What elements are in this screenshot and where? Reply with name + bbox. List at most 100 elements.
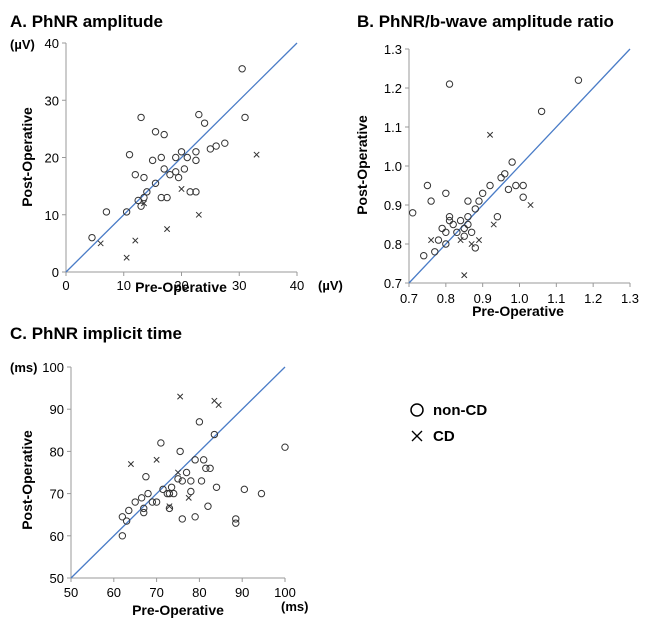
panel-b-x-tick-label: 0.9 xyxy=(474,291,492,306)
cross-stroke xyxy=(123,254,130,261)
cross-stroke xyxy=(185,494,192,501)
panel-a-point-non-cd xyxy=(174,173,183,182)
panel-c-y-tick-label: 80 xyxy=(50,444,64,459)
panel-b-x-tick-label: 0.8 xyxy=(437,291,455,306)
panel-b-point-non-cd xyxy=(442,240,450,248)
cross-stroke xyxy=(166,503,173,510)
cross-stroke xyxy=(461,272,468,279)
panel-a-point-non-cd xyxy=(125,150,134,159)
panel-a-point-non-cd xyxy=(137,113,145,122)
panel-b-point-non-cd xyxy=(486,181,494,190)
cross-stroke xyxy=(127,461,134,468)
panel-c-point-non-cd xyxy=(125,506,133,515)
panel-c-point-cd xyxy=(177,393,184,400)
panel-b-point-cd xyxy=(457,237,464,244)
panel-a-point-non-cd xyxy=(131,170,140,179)
panel-b-point-non-cd xyxy=(434,236,443,244)
panel-b-point-non-cd xyxy=(504,185,513,194)
panel-a-point-non-cd xyxy=(157,153,165,162)
cross-stroke xyxy=(490,221,497,228)
panel-b-point-non-cd xyxy=(464,213,472,221)
panel-a-x-tick-label: 20 xyxy=(174,278,188,293)
panel-a-point-non-cd xyxy=(192,188,200,196)
panel-c-point-non-cd xyxy=(140,504,148,513)
panel-c-point-non-cd xyxy=(167,483,176,491)
panel-b-x-label: Pre-Operative xyxy=(472,303,564,319)
panel-a-point-non-cd xyxy=(102,208,111,216)
panel-c-point-non-cd xyxy=(152,498,161,506)
panel-b-point-non-cd xyxy=(493,213,502,221)
panel-a-x-tick-label: 10 xyxy=(117,278,131,293)
panel-a-point-non-cd xyxy=(172,168,180,176)
panel-c-point-non-cd xyxy=(212,483,221,491)
panel-c-y-tick-label: 60 xyxy=(50,529,64,544)
panel-b-point-non-cd xyxy=(464,197,472,205)
panel-a-point-non-cd xyxy=(183,153,191,162)
legend-label-non-cd: non-CD xyxy=(433,402,487,419)
panel-b-point-non-cd xyxy=(438,224,446,233)
panel-c-point-non-cd xyxy=(165,489,174,498)
cross-stroke xyxy=(215,401,222,409)
panel-b-y-tick-label: 1.1 xyxy=(384,120,402,135)
panel-a-x-label: Pre-Operative xyxy=(135,279,227,295)
panel-c-point-non-cd xyxy=(122,517,131,525)
panel-c-point-non-cd xyxy=(142,473,150,481)
cross-stroke xyxy=(211,397,218,404)
panel-c-x-tick-label: 90 xyxy=(235,585,249,600)
cross-stroke xyxy=(527,201,534,209)
panel-a-point-non-cd xyxy=(192,148,200,156)
panel-a-y-tick-label: 0 xyxy=(52,265,59,280)
panel-b-point-non-cd xyxy=(467,228,476,237)
panel-a-point-non-cd xyxy=(88,233,96,242)
panel-c-point-cd xyxy=(215,401,222,409)
panel-a-y-unit: (µV) xyxy=(10,37,35,52)
panel-a-point-non-cd xyxy=(192,156,200,165)
panel-a-x-tick-label: 0 xyxy=(62,278,69,293)
cross-stroke xyxy=(132,237,139,244)
panel-b-y-tick-label: 1.0 xyxy=(384,159,402,174)
panel-c-point-non-cd xyxy=(187,477,195,485)
panel-b-y-tick-label: 0.9 xyxy=(384,198,402,213)
panel-b-point-non-cd xyxy=(442,189,450,198)
panel-a-point-cd xyxy=(123,254,130,261)
panel-b-point-non-cd xyxy=(460,224,468,233)
panel-b-point-non-cd xyxy=(501,170,509,178)
panel-c-point-non-cd xyxy=(178,515,186,523)
panel-b-point-non-cd xyxy=(475,197,483,205)
panel-c-point-non-cd xyxy=(191,456,199,464)
panel-b-point-non-cd xyxy=(427,197,435,205)
panel-a-point-non-cd xyxy=(137,202,145,210)
panel-a-point-non-cd xyxy=(140,193,148,202)
panel-a-point-cd xyxy=(97,240,104,247)
panel-a-point-non-cd xyxy=(212,142,220,150)
panel-b-x-tick-label: 1.3 xyxy=(621,291,639,306)
panel-a-point-non-cd xyxy=(157,193,165,202)
panel-b-y-tick-label: 0.8 xyxy=(384,237,402,252)
panel-b-point-non-cd xyxy=(456,216,465,225)
legend-label-cd: CD xyxy=(433,428,455,445)
cross-stroke xyxy=(97,240,104,247)
cross-stroke xyxy=(178,185,185,193)
panel-a-title: A. PhNR amplitude xyxy=(10,12,163,31)
panel-c-point-non-cd xyxy=(131,498,139,506)
panel-b-point-non-cd xyxy=(478,189,487,198)
panel-b-point-non-cd xyxy=(537,107,546,116)
panel-c-x-tick-label: 60 xyxy=(107,585,121,600)
panel-c-y-tick-label: 50 xyxy=(50,571,64,586)
panel-a-y-tick-label: 40 xyxy=(45,36,59,51)
cross-stroke xyxy=(195,211,202,218)
panel-b-point-cd xyxy=(490,221,497,228)
panel-b-point-non-cd xyxy=(449,220,457,229)
panel-c-x-tick-label: 100 xyxy=(274,585,296,600)
panel-c-point-non-cd xyxy=(204,502,212,510)
panel-a-point-non-cd xyxy=(122,208,131,216)
panel-a-point-non-cd xyxy=(160,130,168,139)
cross-stroke xyxy=(140,200,148,207)
panel-a-point-cd xyxy=(164,226,171,233)
panel-c-x-unit: (ms) xyxy=(281,599,308,614)
panel-a-point-non-cd xyxy=(180,165,189,173)
panel-c-point-non-cd xyxy=(118,532,127,540)
panel-b-identity-line xyxy=(408,48,631,284)
panel-a-y-tick-label: 10 xyxy=(45,208,59,223)
panel-b-point-non-cd xyxy=(519,181,527,190)
